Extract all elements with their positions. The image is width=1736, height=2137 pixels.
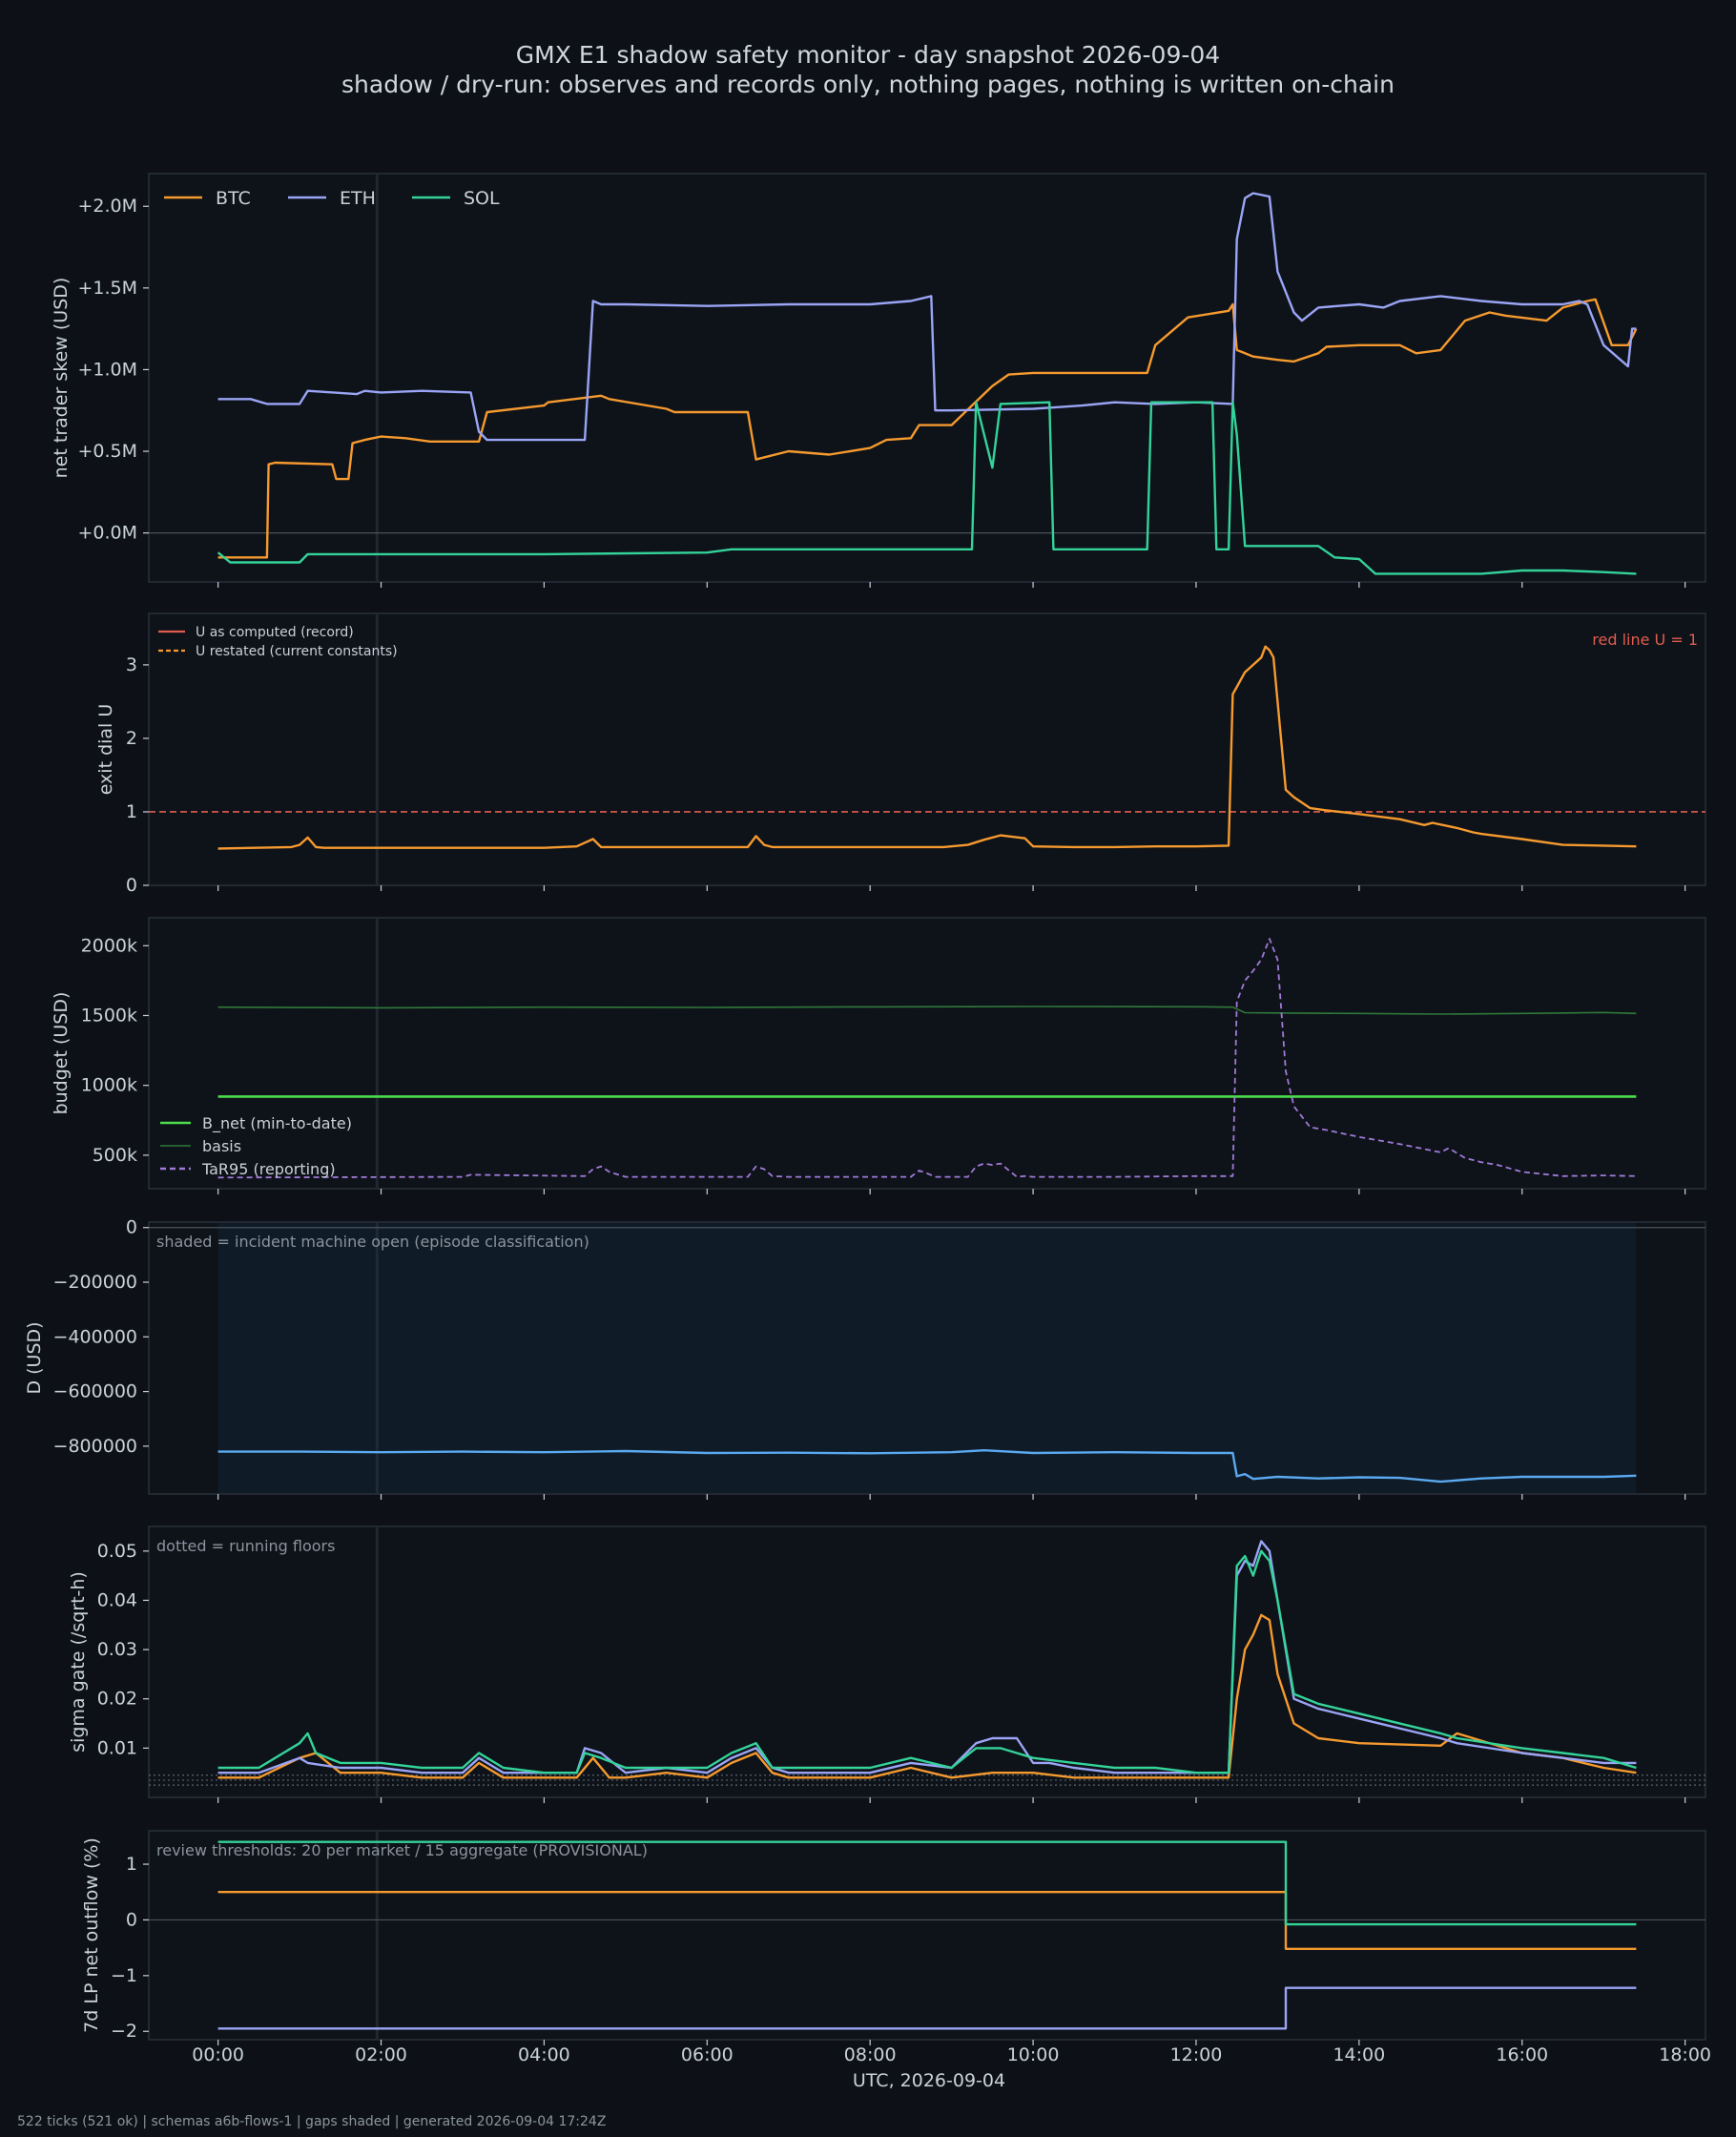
y-axis-label: 7d LP net outflow (%)	[81, 1837, 102, 2033]
y-tick-label: 0	[126, 875, 137, 896]
series-line-btc	[217, 298, 1638, 559]
x-tick-label: 02:00	[355, 2044, 407, 2065]
gap-marker	[375, 175, 379, 581]
incident-shaded-region	[217, 1223, 1637, 1493]
series-line-sol	[217, 1840, 1637, 1926]
y-tick-label: −600000	[53, 1381, 137, 1402]
x-axis: 00:00 02:00 04:00 06:00 08:00 10:00 12:00 14:00…	[192, 2044, 1711, 2091]
x-tick-label: 14:00	[1333, 2044, 1385, 2065]
y-tick-label: 0.04	[97, 1589, 137, 1610]
plot-area	[148, 173, 1706, 583]
y-tick-label: +2.0M	[77, 196, 137, 217]
plot-area	[148, 917, 1706, 1190]
y-tick-label: +0.5M	[77, 441, 137, 462]
panel-lpflow: −2 −1 0 1 7d LP net outflow (%) review thresh…	[81, 1830, 1706, 2045]
y-tick-label: −200000	[53, 1272, 137, 1293]
x-tick-label: 04:00	[518, 2044, 570, 2065]
series-line-u-restated-current-constants	[217, 645, 1637, 850]
legend-label: BTC	[216, 188, 251, 209]
x-tick-label: 18:00	[1659, 2044, 1711, 2065]
series-line-tar95-reporting	[217, 938, 1637, 1179]
x-tick-label: 06:00	[681, 2044, 734, 2065]
x-tick-label: 10:00	[1007, 2044, 1060, 2065]
y-axis-label: sigma gate (/sqrt-h)	[68, 1571, 89, 1753]
x-tick-label: 12:00	[1170, 2044, 1223, 2065]
y-tick-label: 2	[126, 728, 137, 749]
y-axis-label: budget (USD)	[51, 992, 72, 1115]
gap-marker	[375, 614, 379, 884]
panel-budget: 500k 1000k 1500k 2000k budget (USD) B_net (mi…	[51, 917, 1706, 1194]
series-line-eth	[217, 1986, 1637, 2030]
y-tick-label: +0.0M	[77, 523, 137, 544]
y-tick-label: 0	[126, 1217, 137, 1238]
y-tick-label: 500k	[93, 1145, 137, 1166]
y-tick-label: 1500k	[81, 1005, 137, 1026]
y-tick-label: 0.01	[97, 1737, 137, 1758]
y-axis-label: D (USD)	[24, 1321, 45, 1394]
y-tick-label: −1	[111, 1965, 137, 1986]
legend-label: U as computed (record)	[196, 625, 354, 640]
y-tick-label: −800000	[53, 1436, 137, 1457]
legend-label: basis	[202, 1137, 241, 1155]
legend-label: U restated (current constants)	[196, 644, 398, 659]
panel-annotation: review thresholds: 20 per market / 15 ag…	[156, 1841, 648, 1859]
y-tick-label: 3	[126, 654, 137, 675]
figure-subtitle: shadow / dry-run: observes and records o…	[341, 71, 1395, 98]
y-tick-label: 2000k	[81, 935, 137, 956]
y-tick-label: +1.5M	[77, 278, 137, 299]
y-tick-label: 0.02	[97, 1689, 137, 1710]
x-axis-label: UTC, 2026-09-04	[853, 2070, 1005, 2091]
y-tick-label: 1	[126, 801, 137, 822]
panel-annotation: shaded = incident machine open (episode …	[156, 1233, 589, 1251]
series-line-btc	[217, 1613, 1637, 1779]
y-tick-label: 0	[126, 1909, 137, 1930]
legend-label: SOL	[464, 188, 500, 209]
x-tick-label: 00:00	[192, 2044, 244, 2065]
figure-title: GMX E1 shadow safety monitor - day snaps…	[516, 41, 1220, 69]
series-line-drawdown	[217, 1448, 1637, 1483]
gap-marker	[375, 1832, 379, 2039]
panel-drawdown: 0 −200000 −400000 −600000 −800000 D (USD) shad…	[24, 1217, 1706, 1500]
panel-skew: +0.0M +0.5M +1.0M +1.5M +2.0M net trader skew…	[51, 173, 1706, 588]
y-tick-label: 1	[126, 1854, 137, 1875]
series-line-sol	[217, 1549, 1637, 1774]
panel-udial: 0 1 2 3 exit dial U red line U = 1 U as comput…	[95, 612, 1706, 896]
gap-marker	[375, 1527, 379, 1796]
panel-sigma: 0.01 0.02 0.03 0.04 0.05 sigma gate (/sqrt-h)…	[68, 1525, 1706, 1803]
plot-area	[148, 1525, 1706, 1798]
legend-label: ETH	[340, 188, 376, 209]
series-line-sol	[217, 401, 1637, 575]
y-axis-label: net trader skew (USD)	[51, 278, 72, 479]
y-tick-label: −2	[111, 2021, 137, 2042]
series-line-eth	[217, 192, 1637, 442]
plot-area	[148, 1830, 1706, 2041]
panels: +0.0M +0.5M +1.0M +1.5M +2.0M net trader skew…	[24, 173, 1706, 2045]
y-axis-label: exit dial U	[95, 704, 116, 796]
series-line-basis	[217, 1006, 1637, 1015]
panel-annotation: dotted = running floors	[156, 1537, 335, 1555]
legend-label: TaR95 (reporting)	[201, 1160, 336, 1178]
x-tick-label: 16:00	[1496, 2044, 1548, 2065]
y-tick-label: 0.03	[97, 1639, 137, 1660]
y-tick-label: 1000k	[81, 1075, 137, 1096]
gap-marker	[375, 1223, 379, 1493]
y-tick-label: +1.0M	[77, 359, 137, 380]
gap-marker	[375, 919, 379, 1188]
redline-annotation: red line U = 1	[1592, 631, 1698, 649]
y-tick-label: −400000	[53, 1326, 137, 1347]
y-tick-label: 0.05	[97, 1541, 137, 1562]
footer-status: 522 ticks (521 ok) | schemas a6b-flows-1…	[17, 2114, 606, 2129]
x-tick-label: 08:00	[844, 2044, 897, 2065]
plot-area	[148, 612, 1706, 886]
legend-label: B_net (min-to-date)	[202, 1114, 352, 1133]
